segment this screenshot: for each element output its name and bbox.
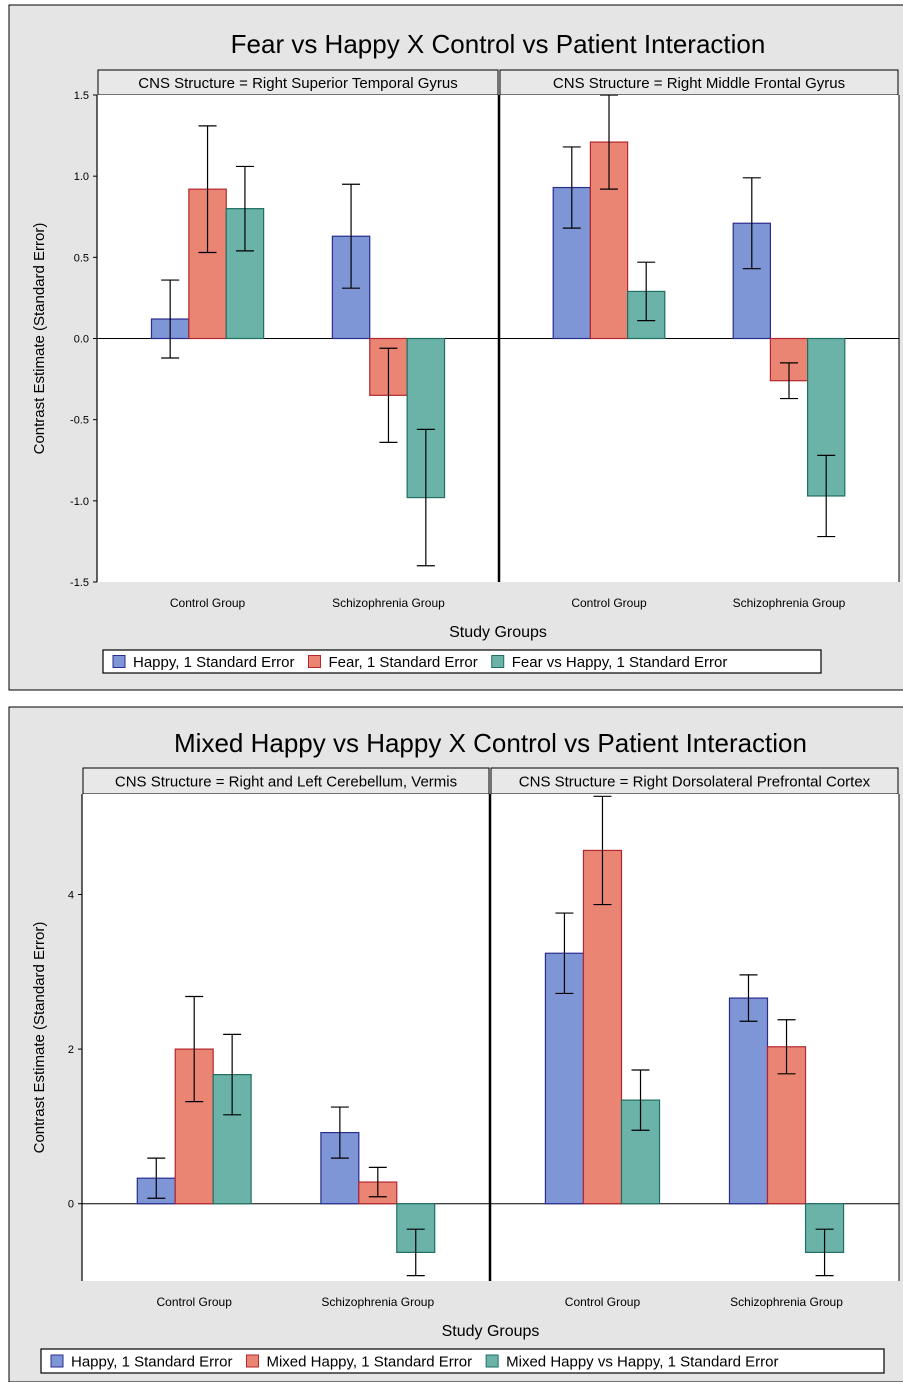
legend: Happy, 1 Standard Error Mixed Happy, 1 St… xyxy=(40,1348,885,1374)
error-bar xyxy=(368,1166,387,1198)
bar-mixed-happy-vs-happy-2 xyxy=(396,1203,436,1253)
legend-swatch-1 xyxy=(50,1354,64,1368)
error-bar xyxy=(817,454,836,538)
y-tick-label: 1.0 xyxy=(74,171,89,183)
y-tick-label: 0 xyxy=(68,1199,74,1211)
legend-label-1: Happy, 1 Standard Error xyxy=(133,654,294,671)
y-tick-label: -1.5 xyxy=(70,577,89,589)
panel-strip-label: CNS Structure = Right Superior Temporal … xyxy=(138,75,457,92)
legend: Happy, 1 Standard Error Fear, 1 Standard … xyxy=(102,649,822,674)
bar-happy-1 xyxy=(544,952,585,1205)
legend-swatch-2 xyxy=(245,1354,259,1368)
y-tick-label: 1.5 xyxy=(74,90,89,102)
error-bar xyxy=(406,1228,425,1277)
panel-strip-label: CNS Structure = Right and Left Cerebellu… xyxy=(115,774,457,791)
y-tick-label: -1.0 xyxy=(70,496,89,508)
panel-strip-label: CNS Structure = Right Dorsolateral Prefr… xyxy=(519,774,871,791)
error-bar xyxy=(742,177,761,270)
y-tick-label: 0.0 xyxy=(74,334,89,346)
error-bar xyxy=(379,347,398,443)
error-bar xyxy=(235,165,254,252)
x-axis-label: Study Groups xyxy=(449,624,547,641)
y-tick-label: 2 xyxy=(68,1044,74,1056)
legend-swatch-1 xyxy=(112,655,126,668)
x-tick-label: Schizophrenia Group xyxy=(332,596,445,610)
panel-strip xyxy=(82,767,490,795)
error-bar xyxy=(631,1069,650,1131)
x-tick-label: Control Group xyxy=(157,1295,233,1309)
panel-strip xyxy=(97,69,499,96)
error-bar xyxy=(600,94,618,190)
y-tick-label: -0.5 xyxy=(70,415,89,427)
error-bar xyxy=(562,146,581,229)
panel-2: CNS Structure = Right Dorsolateral Prefr… xyxy=(488,767,899,1309)
legend-label-3: Mixed Happy vs Happy, 1 Standard Error xyxy=(506,1354,778,1371)
chart-1: Fear vs Happy X Control vs Patient Inter… xyxy=(8,4,903,691)
x-axis-label: Study Groups xyxy=(442,1323,540,1340)
x-tick-label: Control Group xyxy=(565,1295,641,1309)
error-bar xyxy=(185,995,204,1103)
bar-mixed-happy-vs-happy-1 xyxy=(620,1099,661,1205)
y-axis-label: Contrast Estimate (Standard Error) xyxy=(31,223,48,455)
legend-label-1: Happy, 1 Standard Error xyxy=(71,1354,232,1371)
bar-happy-2 xyxy=(728,997,769,1205)
error-bar xyxy=(147,1157,166,1199)
error-bar xyxy=(330,1106,349,1159)
y-tick-label: 4 xyxy=(68,889,74,901)
panel-2: CNS Structure = Right Middle Frontal Gyr… xyxy=(497,69,899,610)
error-bar xyxy=(815,1228,834,1277)
legend-label-2: Fear, 1 Standard Error xyxy=(328,654,477,671)
x-tick-label: Schizophrenia Group xyxy=(321,1295,434,1309)
chart-title: Fear vs Happy X Control vs Patient Inter… xyxy=(231,29,766,59)
error-bar xyxy=(777,1019,796,1075)
x-tick-label: Schizophrenia Group xyxy=(730,1295,843,1309)
legend-swatch-2 xyxy=(307,655,321,668)
error-bar xyxy=(198,125,217,254)
legend-label-3: Fear vs Happy, 1 Standard Error xyxy=(512,654,728,671)
panel-1: CNS Structure = Right and Left Cerebellu… xyxy=(81,767,490,1309)
bar-mixed-happy-1 xyxy=(582,849,623,1205)
legend-box xyxy=(40,1348,885,1374)
error-bar xyxy=(739,974,758,1022)
legend-box xyxy=(102,649,822,674)
chart-2: Mixed Happy vs Happy X Control vs Patien… xyxy=(8,706,903,1382)
error-bar xyxy=(637,261,656,322)
x-tick-label: Schizophrenia Group xyxy=(733,596,846,610)
error-bar xyxy=(780,362,798,400)
panel-strip-label: CNS Structure = Right Middle Frontal Gyr… xyxy=(553,75,845,92)
legend-label-2: Mixed Happy, 1 Standard Error xyxy=(266,1354,472,1371)
error-bar xyxy=(555,912,574,995)
error-bar xyxy=(223,1033,242,1116)
legend-swatch-3 xyxy=(485,1354,499,1368)
x-tick-label: Control Group xyxy=(170,596,246,610)
error-bar xyxy=(593,795,612,906)
y-axis-label: Contrast Estimate (Standard Error) xyxy=(31,922,48,1154)
error-bar xyxy=(161,279,180,359)
y-tick-label: 0.5 xyxy=(74,252,89,264)
chart-title: Mixed Happy vs Happy X Control vs Patien… xyxy=(174,728,807,758)
error-bar xyxy=(342,183,361,289)
panel-1: CNS Structure = Right Superior Temporal … xyxy=(96,69,499,610)
x-tick-label: Control Group xyxy=(571,596,647,610)
legend-swatch-3 xyxy=(491,655,505,668)
error-bar xyxy=(416,428,435,567)
